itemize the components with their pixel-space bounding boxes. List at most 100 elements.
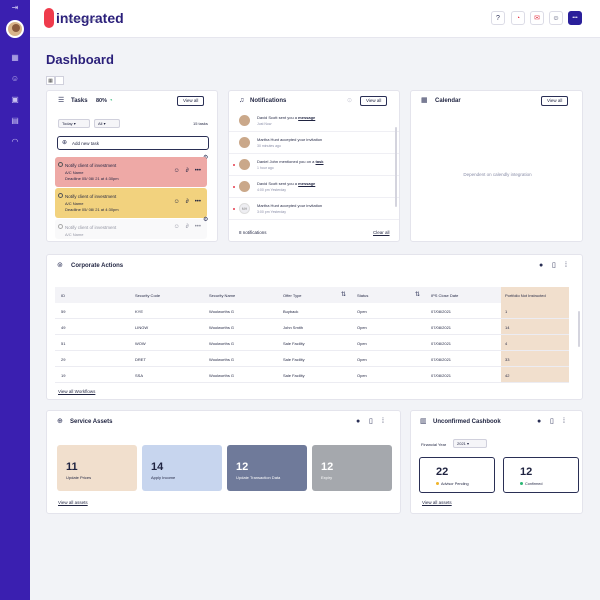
cashbook-title: Unconfirmed Cashbook [433,419,501,425]
more-menu-icon[interactable]: ••• [568,11,582,25]
column-header[interactable]: IPS Close Date [431,293,459,298]
calendar-card: ▦ Calendar View all Dependent on calendl… [410,90,583,242]
notification-link[interactable]: message [298,115,316,120]
tile-value: 14 [151,461,164,473]
service-asset-tile[interactable]: 12 Expiry [312,445,392,491]
cashbook-view-all-link[interactable]: View all assets [422,500,452,505]
notification-text: Martha Hunt accepted your invitation [257,137,323,142]
view-toggle[interactable]: ▦ [46,76,64,85]
help-icon[interactable]: ● [537,418,542,425]
task-deadline: Deadline 05/ 08/ 21 at 4:30pm [65,207,119,212]
expand-sidebar-icon[interactable]: ⇥ [11,2,19,12]
sort-icon[interactable]: ⇅ [415,292,421,298]
view-all-assets-link[interactable]: View all assets [58,500,88,505]
document-icon[interactable]: ▤ [11,115,19,125]
logo[interactable]: integrated [44,8,124,28]
drag-grid-icon[interactable]: ⁞ [382,418,384,425]
table-cell: 59 [61,309,66,314]
assign-user-icon[interactable]: ☺ [173,199,180,205]
assign-user-icon[interactable]: ☺ [173,168,180,174]
column-header[interactable]: ID [61,293,65,298]
task-checkbox[interactable] [58,162,63,167]
column-header[interactable]: Status [357,293,369,298]
column-header[interactable]: Offer Type [283,293,302,298]
drag-handle-icon[interactable]: ⚙ [203,217,209,223]
list-view-icon[interactable] [55,76,64,85]
sort-icon[interactable]: ⇅ [341,292,347,298]
task-item[interactable]: Notify client of investment A/C Name ☺ ∂ ••• [55,219,207,239]
drag-grid-icon[interactable]: ⁞ [565,262,567,269]
notification-item[interactable]: Martha Hunt accepted your invitation 30 … [229,133,399,154]
service-assets-card: ⊕ Service Assets ● ▯ ⁞ 11 Update Prices 14… [46,410,401,514]
attach-icon[interactable]: ∂ [185,224,189,230]
task-checkbox[interactable] [58,193,63,198]
cashbook-tile[interactable]: 12 Confirmed [503,457,579,493]
alerts-icon[interactable]: ◔ [511,11,525,25]
attach-icon[interactable]: ∂ [185,168,189,174]
users-icon[interactable]: ☺ [10,73,20,83]
service-asset-tile[interactable]: 12 Update Transaction Data [227,445,307,491]
table-row[interactable]: 49 LINGW Woolworths G John Smith Open 07/08/2… [55,319,569,335]
delete-icon[interactable]: ▯ [552,262,556,269]
view-all-workflows-link[interactable]: View all Workflows [58,389,96,394]
notification-item[interactable]: MH Martha Hunt accepted your invitation 3… [229,199,399,220]
calendar-view-all-button[interactable]: View all [541,96,569,106]
table-row[interactable]: 29 DRET Woolworths G Sale Facility Open 07/08… [55,351,569,367]
column-header[interactable]: Security Name [209,293,236,298]
task-item[interactable]: Notify client of investment A/C Name Deadl… [55,188,207,218]
tasks-view-all-button[interactable]: View all [177,96,205,106]
column-header[interactable]: Portfolio Not Instructed [505,293,546,298]
user-avatar[interactable] [6,20,24,38]
dashboard-icon[interactable]: ▦ [11,52,19,62]
attach-icon[interactable]: ∂ [185,199,189,205]
notification-link[interactable]: task [315,159,324,164]
table-row[interactable]: 19 SSA Woolworths G Sale Facility Open 07/08/… [55,367,569,383]
drag-grid-icon[interactable]: ⁞ [563,418,565,425]
day-filter-select[interactable]: Today ▾ [58,119,90,128]
clear-all-link[interactable]: Clear all [373,230,390,235]
rss-icon[interactable]: ◠ [11,136,19,146]
grid-view-icon[interactable]: ▦ [46,76,55,85]
task-title: Notify client of investment [65,194,117,199]
more-icon[interactable]: ••• [194,168,201,174]
help-icon[interactable]: ● [539,262,544,269]
notifications-view-all-button[interactable]: View all [360,96,388,106]
delete-icon[interactable]: ▯ [369,418,373,425]
notification-item[interactable]: David Scott sent you a message Just Now [229,111,399,132]
unread-dot-icon [233,186,235,188]
mail-icon[interactable]: ✉ [530,11,544,25]
notification-link[interactable]: message [298,181,316,186]
scope-filter-select[interactable]: All ▾ [94,119,120,128]
table-cell: Sale Facility [283,373,305,378]
assign-user-icon[interactable]: ☺ [173,224,180,230]
table-scrollbar[interactable] [578,311,580,347]
financial-year-label: Financial Year [421,442,447,447]
more-icon[interactable]: ••• [194,199,201,205]
more-icon[interactable]: ••• [194,224,201,230]
task-item[interactable]: Notify client of investment A/C Name Deadl… [55,157,207,187]
notification-item[interactable]: Daniel John mentioned you on a task 1 hou… [229,155,399,176]
user-icon[interactable]: ☺ [549,11,563,25]
cashbook-tile[interactable]: 22 Advisor Pending [419,457,495,493]
logo-subtext: Portfolio Solutions [66,17,99,22]
column-header[interactable]: Security Code [135,293,161,298]
tile-label: Confirmed [520,482,543,486]
table-cell: Woolworths G [209,373,235,378]
table-cell: Open [357,309,367,314]
service-asset-tile[interactable]: 14 Apply Income [142,445,222,491]
help-icon[interactable]: ? [491,11,505,25]
notification-item[interactable]: David Scott sent you a message 4:00 pm Ye… [229,177,399,198]
briefcase-icon[interactable]: ▣ [11,94,19,104]
task-count: 15 tasks [193,121,208,126]
add-task-button[interactable]: ⊕ Add new task [57,136,209,150]
settings-icon[interactable]: ⊙ [347,98,353,104]
notifications-scrollbar[interactable] [395,127,397,207]
service-asset-tile[interactable]: 11 Update Prices [57,445,137,491]
help-icon[interactable]: ● [356,418,361,425]
delete-icon[interactable]: ▯ [550,418,554,425]
financial-year-select[interactable]: 2021 ▾ [453,439,487,448]
task-checkbox[interactable] [58,224,63,229]
table-cell: 42 [505,373,510,378]
table-row[interactable]: 51 WOW Woolworths G Sale Facility Open 07/08/… [55,335,569,351]
table-row[interactable]: 59 KYE Woolworths G Buyback Open 07/08/2021 1 [55,303,569,319]
